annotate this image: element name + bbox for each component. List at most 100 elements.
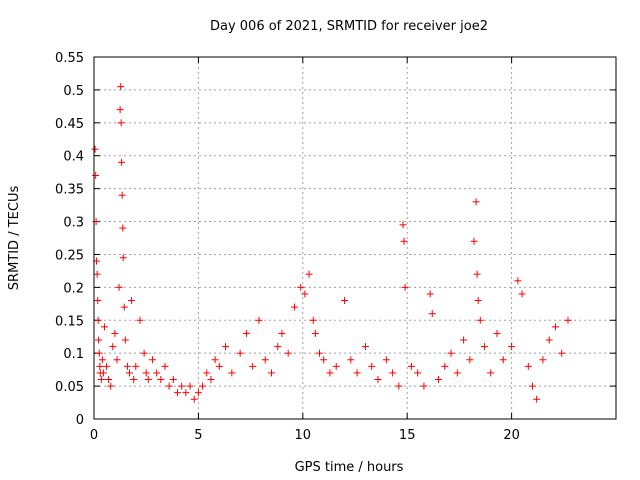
data-point (460, 336, 468, 344)
data-point (161, 362, 169, 370)
x-tick-label: 20 (503, 428, 520, 443)
data-point (368, 362, 376, 370)
y-tick-label: 0.15 (55, 314, 84, 329)
data-point (473, 270, 481, 278)
data-points (91, 83, 572, 403)
y-tick-label: 0.3 (63, 216, 84, 231)
x-axis-ticks: 0 5 10 15 20 (90, 57, 520, 443)
data-point (499, 356, 507, 364)
data-point (278, 329, 286, 337)
y-tick-label: 0.55 (55, 51, 84, 66)
data-point (249, 362, 257, 370)
data-point (142, 369, 150, 377)
data-point (401, 283, 409, 291)
data-point (255, 316, 263, 324)
x-tick-label: 5 (194, 428, 202, 443)
data-point (140, 349, 148, 357)
data-point (153, 369, 161, 377)
data-point (414, 369, 422, 377)
data-point (100, 323, 108, 331)
data-point (93, 270, 101, 278)
data-point (332, 362, 340, 370)
data-point (470, 237, 478, 245)
data-point (305, 270, 313, 278)
data-point (118, 191, 126, 199)
data-point (95, 336, 103, 344)
data-point (94, 316, 102, 324)
data-point (118, 158, 126, 166)
data-point (493, 329, 501, 337)
data-point (91, 145, 99, 153)
data-point (508, 343, 516, 351)
data-point (169, 376, 177, 384)
y-tick-label: 0.25 (55, 248, 84, 263)
data-point (326, 369, 334, 377)
data-point (309, 316, 317, 324)
data-point (109, 343, 117, 351)
data-point (514, 277, 522, 285)
data-point (92, 171, 100, 179)
data-point (194, 389, 202, 397)
data-point (400, 237, 408, 245)
data-point (182, 389, 190, 397)
data-point (174, 389, 182, 397)
data-point (125, 369, 133, 377)
data-point (130, 376, 138, 384)
data-point (148, 356, 156, 364)
data-point (407, 362, 415, 370)
data-point (186, 382, 194, 390)
data-point (107, 382, 115, 390)
y-tick-label: 0.1 (63, 347, 84, 362)
data-point (297, 283, 305, 291)
data-point (426, 290, 434, 298)
y-tick-label: 0.4 (63, 150, 84, 165)
data-point (353, 369, 361, 377)
data-point (428, 310, 436, 318)
data-point (533, 395, 541, 403)
y-tick-label: 0.5 (63, 84, 84, 99)
data-point (476, 316, 484, 324)
data-point (447, 349, 455, 357)
y-tick-label: 0.45 (55, 117, 84, 132)
y-axis-label: SRMTID / TECUs (7, 186, 22, 291)
data-point (466, 356, 474, 364)
data-point (99, 369, 107, 377)
data-point (435, 376, 443, 384)
data-point (551, 323, 559, 331)
x-tick-label: 0 (90, 428, 98, 443)
data-point (128, 297, 136, 305)
data-point (119, 254, 127, 262)
data-point (528, 382, 536, 390)
data-point (301, 290, 309, 298)
data-point (120, 303, 128, 311)
data-point (472, 198, 480, 206)
data-point (113, 356, 121, 364)
x-axis-label: GPS time / hours (295, 460, 404, 475)
data-point (518, 290, 526, 298)
data-point (545, 336, 553, 344)
data-point (361, 343, 369, 351)
data-point (316, 349, 324, 357)
data-point (539, 356, 547, 364)
data-point (119, 224, 127, 232)
data-point (98, 356, 106, 364)
data-point (115, 283, 123, 291)
data-point (453, 369, 461, 377)
grid (94, 57, 616, 419)
data-point (320, 356, 328, 364)
data-point (558, 349, 566, 357)
data-point (117, 83, 125, 91)
data-point (267, 369, 275, 377)
data-point (222, 343, 230, 351)
data-point (311, 329, 319, 337)
y-axis-ticks: 0 0.05 0.1 0.15 0.2 0.25 0.3 0.35 0.4 0.45 0.5 0.55 (55, 51, 616, 428)
data-point (399, 221, 407, 229)
data-point (389, 369, 397, 377)
data-point (94, 297, 102, 305)
data-point (524, 362, 532, 370)
y-tick-label: 0.2 (63, 281, 84, 296)
data-point (242, 329, 250, 337)
data-point (274, 343, 282, 351)
data-point (347, 356, 355, 364)
